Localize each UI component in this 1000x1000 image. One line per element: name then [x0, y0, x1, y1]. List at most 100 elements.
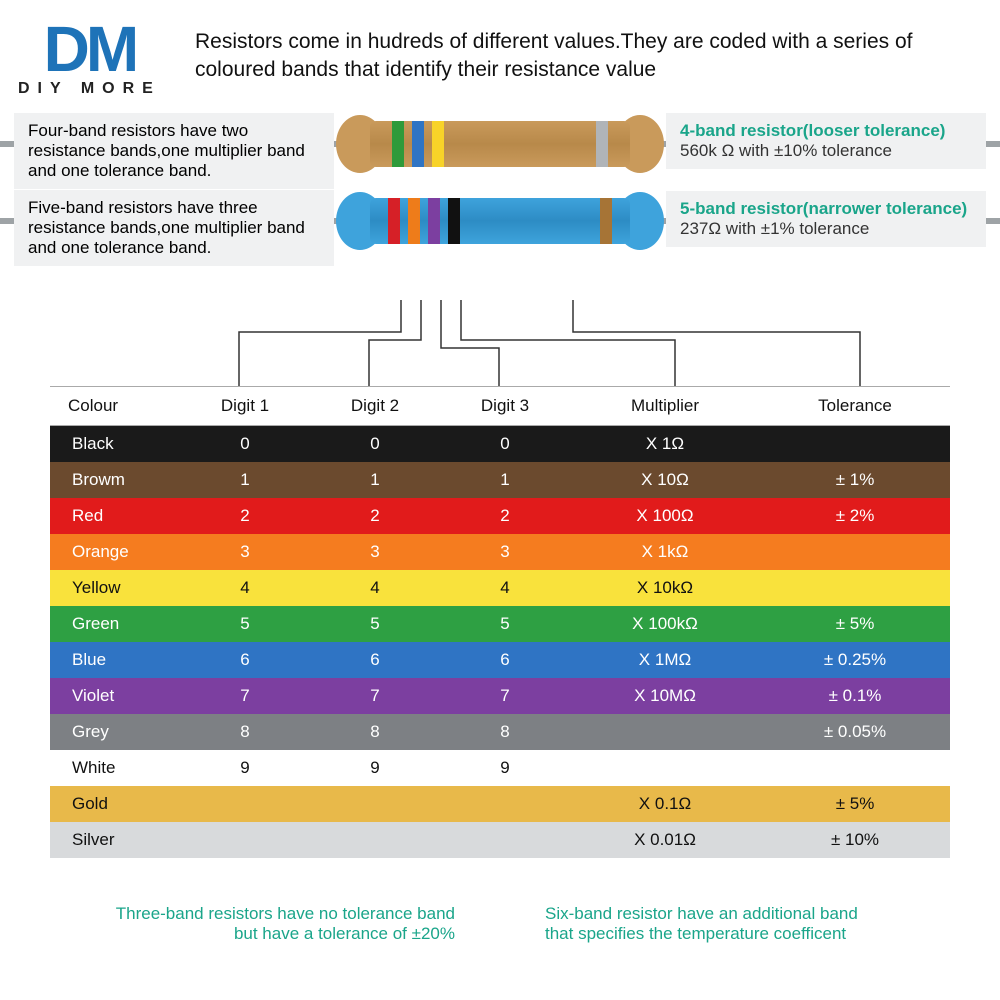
table-row: Gold X 0.1Ω± 5%	[50, 786, 950, 822]
logo-subtext: DIY MORE	[18, 80, 161, 98]
resistor-diagram: Four-band resistors have two resistance …	[0, 115, 1000, 295]
table-cell: ± 0.1%	[760, 686, 950, 706]
table-cell: 8	[310, 722, 440, 742]
resistor-5band	[370, 192, 630, 250]
resistor-4band	[370, 115, 630, 173]
header-digit3: Digit 3	[440, 396, 570, 416]
table-cell: Blue	[50, 650, 180, 670]
table-cell: 7	[310, 686, 440, 706]
logo: DM DIY MORE	[18, 12, 161, 98]
leader-lines	[0, 300, 1000, 390]
header-digit1: Digit 1	[180, 396, 310, 416]
table-cell: ± 5%	[760, 614, 950, 634]
header-multiplier: Multiplier	[570, 396, 760, 416]
table-row: SilverX 0.01Ω± 10%	[50, 822, 950, 858]
table-cell: X 1kΩ	[570, 542, 760, 562]
table-row: Green555X 100kΩ± 5%	[50, 606, 950, 642]
table-cell: 0	[440, 434, 570, 454]
table-cell: White	[50, 758, 180, 778]
table-cell: ± 2%	[760, 506, 950, 526]
table-cell: 0	[180, 434, 310, 454]
color-code-table: Colour Digit 1 Digit 2 Digit 3 Multiplie…	[50, 386, 950, 858]
table-cell: X 10Ω	[570, 470, 760, 490]
table-cell: Orange	[50, 542, 180, 562]
header-tolerance: Tolerance	[760, 396, 950, 416]
table-cell: X 10MΩ	[570, 686, 760, 706]
table-cell: 4	[180, 578, 310, 598]
table-cell: 5	[180, 614, 310, 634]
logo-mark: DM	[44, 12, 136, 86]
table-cell: Browm	[50, 470, 180, 490]
table-cell: Red	[50, 506, 180, 526]
table-cell: 8	[180, 722, 310, 742]
table-header: Colour Digit 1 Digit 2 Digit 3 Multiplie…	[50, 386, 950, 426]
table-cell: 7	[440, 686, 570, 706]
table-row: Browm111X 10Ω± 1%	[50, 462, 950, 498]
header-colour: Colour	[50, 396, 180, 416]
table-cell: Violet	[50, 686, 180, 706]
desc-4band-left: Four-band resistors have two resistance …	[14, 113, 334, 189]
table-cell: 8	[440, 722, 570, 742]
table-cell: ± 1%	[760, 470, 950, 490]
band-5-2	[408, 198, 420, 244]
footnote-3band: Three-band resistors have no tolerance b…	[50, 904, 455, 944]
table-cell: 4	[310, 578, 440, 598]
table-cell: 9	[180, 758, 310, 778]
table-cell: 2	[180, 506, 310, 526]
desc-5band-right: 5-band resistor(narrower tolerance) 237Ω…	[666, 191, 986, 247]
table-row: Red222X 100Ω± 2%	[50, 498, 950, 534]
table-cell: X 100kΩ	[570, 614, 760, 634]
band-4-1	[392, 121, 404, 167]
table-cell: X 1MΩ	[570, 650, 760, 670]
table-row: Violet777X 10MΩ± 0.1%	[50, 678, 950, 714]
table-cell: 7	[180, 686, 310, 706]
table-cell: 9	[310, 758, 440, 778]
resistor-4band-barrel	[370, 121, 630, 167]
table-row: Blue666X 1MΩ± 0.25%	[50, 642, 950, 678]
band-4-4	[596, 121, 608, 167]
table-cell: Grey	[50, 722, 180, 742]
table-row: Grey888± 0.05%	[50, 714, 950, 750]
table-cell: 2	[440, 506, 570, 526]
table-cell: X 0.01Ω	[570, 830, 760, 850]
intro-text: Resistors come in hudreds of different v…	[195, 28, 940, 85]
table-cell: 2	[310, 506, 440, 526]
desc-4band-left-text: Four-band resistors have two resistance …	[28, 121, 320, 181]
header-digit2: Digit 2	[310, 396, 440, 416]
desc-5band-left-text: Five-band resistors have three resistanc…	[28, 198, 320, 258]
table-row: Orange333X 1kΩ	[50, 534, 950, 570]
table-cell: 5	[440, 614, 570, 634]
table-cell: ± 5%	[760, 794, 950, 814]
table-row: White999	[50, 750, 950, 786]
band-5-3	[428, 198, 440, 244]
desc-5band-left: Five-band resistors have three resistanc…	[14, 190, 334, 266]
band-5-4	[448, 198, 460, 244]
table-cell: 3	[440, 542, 570, 562]
band-5-1	[388, 198, 400, 244]
table-cell: 1	[310, 470, 440, 490]
desc-4band-right-value: 560k Ω with ±10% tolerance	[680, 141, 972, 161]
table-cell: 5	[310, 614, 440, 634]
desc-5band-right-title: 5-band resistor(narrower tolerance)	[680, 199, 972, 219]
table-cell: Silver	[50, 830, 180, 850]
table-cell: 0	[310, 434, 440, 454]
band-5-5	[600, 198, 612, 244]
table-cell: ± 0.25%	[760, 650, 950, 670]
table-cell: 1	[180, 470, 310, 490]
table-cell: 4	[440, 578, 570, 598]
table-cell: Green	[50, 614, 180, 634]
footnote-6band: Six-band resistor have an additional ban…	[545, 904, 950, 944]
resistor-5band-barrel	[370, 198, 630, 244]
table-cell: Yellow	[50, 578, 180, 598]
table-row: Yellow444X 10kΩ	[50, 570, 950, 606]
table-cell: X 1Ω	[570, 434, 760, 454]
table-cell: Gold	[50, 794, 180, 814]
band-4-2	[412, 121, 424, 167]
table-cell: X 10kΩ	[570, 578, 760, 598]
table-cell: 3	[180, 542, 310, 562]
footnotes: Three-band resistors have no tolerance b…	[50, 904, 950, 944]
band-4-3	[432, 121, 444, 167]
table-cell: 1	[440, 470, 570, 490]
table-row: Black000X 1Ω	[50, 426, 950, 462]
table-cell: X 0.1Ω	[570, 794, 760, 814]
